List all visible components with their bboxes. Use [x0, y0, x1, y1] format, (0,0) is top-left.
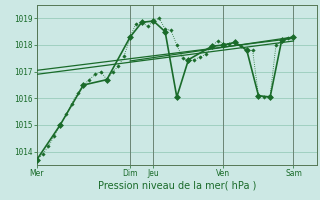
X-axis label: Pression niveau de la mer( hPa ): Pression niveau de la mer( hPa ) [98, 181, 256, 191]
